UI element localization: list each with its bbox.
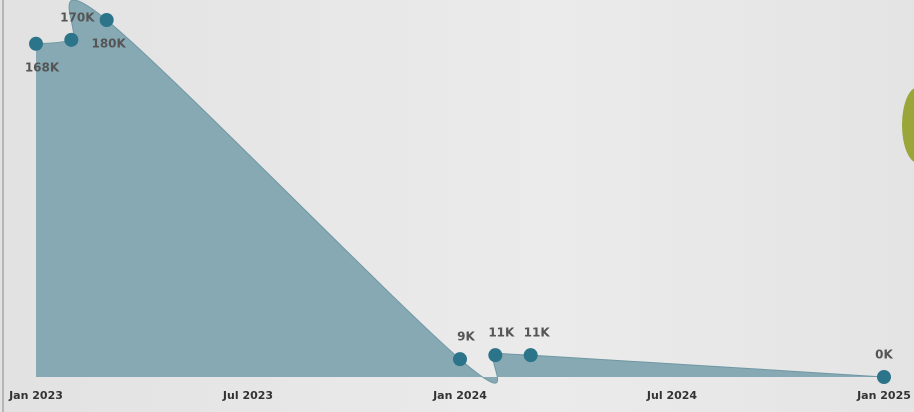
data-point xyxy=(877,370,891,384)
data-point xyxy=(29,36,43,51)
data-label: 168K xyxy=(25,60,60,74)
decoration xyxy=(902,88,914,162)
data-point xyxy=(488,348,503,363)
data-point xyxy=(99,13,114,27)
data-point xyxy=(453,352,467,367)
data-label: 180K xyxy=(91,37,126,51)
data-label: 9K xyxy=(457,330,475,344)
data-label: 0K xyxy=(875,348,893,362)
x-tick-label: Jan 2024 xyxy=(432,389,487,402)
x-tick-label: Jan 2023 xyxy=(8,389,63,402)
data-label: 11K xyxy=(488,326,515,340)
data-point xyxy=(64,32,79,47)
x-tick-label: Jul 2024 xyxy=(646,389,697,402)
data-label: 11K xyxy=(524,326,551,340)
x-tick-label: Jul 2023 xyxy=(222,389,273,402)
x-tick-label: Jan 2025 xyxy=(856,389,911,402)
data-point xyxy=(523,348,538,363)
area xyxy=(36,0,884,383)
data-label: 170K xyxy=(60,10,95,24)
